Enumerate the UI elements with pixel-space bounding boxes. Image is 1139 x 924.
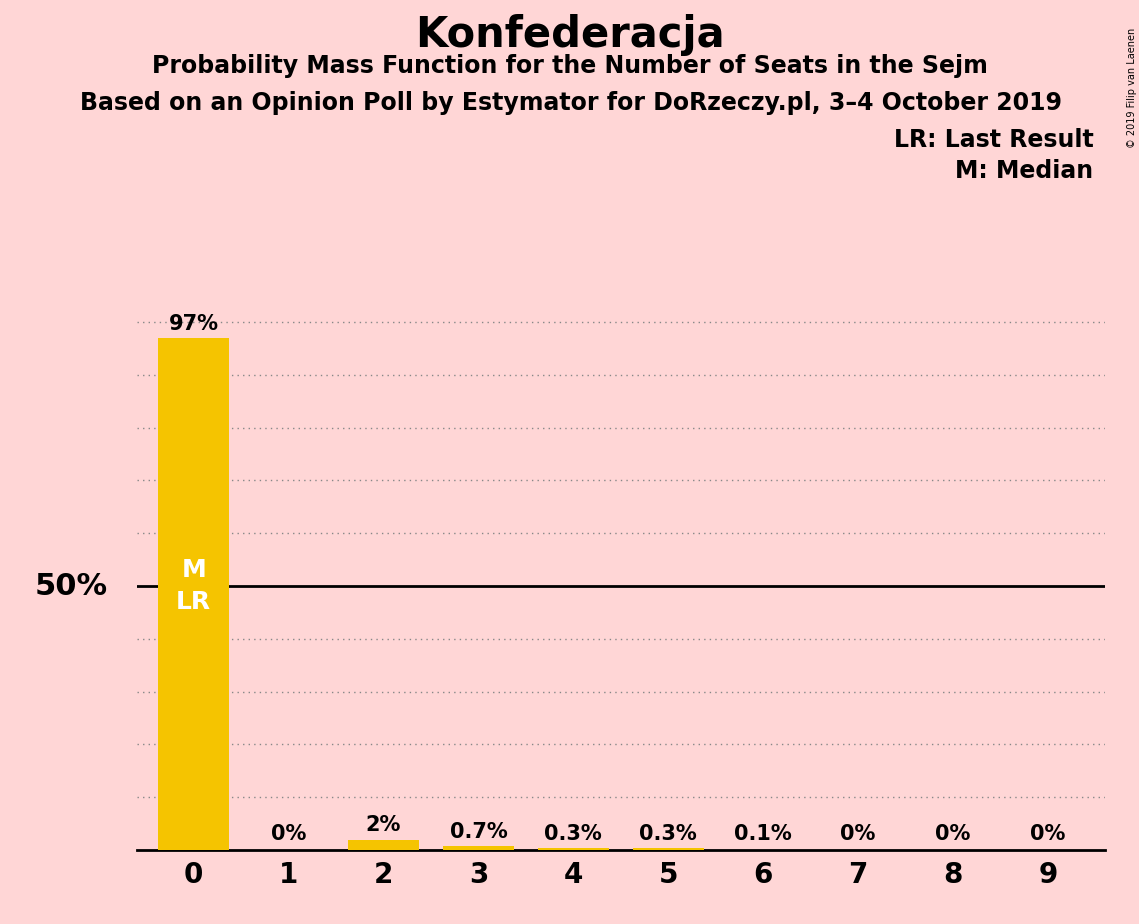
Text: M
LR: M LR [177,558,211,614]
Text: 0.7%: 0.7% [450,822,507,842]
Text: 0%: 0% [935,823,970,844]
Bar [632,848,704,850]
Text: Konfederacja: Konfederacja [415,14,724,55]
Bar [158,338,229,850]
Text: 0.3%: 0.3% [544,823,603,844]
Text: 0%: 0% [1030,823,1066,844]
Bar [347,840,419,850]
Bar [443,846,514,850]
Text: © 2019 Filip van Laenen: © 2019 Filip van Laenen [1126,28,1137,148]
Text: 97%: 97% [169,313,219,334]
Text: 0.1%: 0.1% [735,823,792,844]
Text: 0%: 0% [271,823,306,844]
Text: Probability Mass Function for the Number of Seats in the Sejm: Probability Mass Function for the Number… [151,54,988,78]
Text: M: Median: M: Median [956,159,1093,183]
Text: 0%: 0% [841,823,876,844]
Text: LR: Last Result: LR: Last Result [894,128,1093,152]
Bar [538,848,609,850]
Text: 2%: 2% [366,815,401,835]
Text: Based on an Opinion Poll by Estymator for DoRzeczy.pl, 3–4 October 2019: Based on an Opinion Poll by Estymator fo… [80,91,1062,115]
Text: 50%: 50% [34,572,107,601]
Text: 0.3%: 0.3% [639,823,697,844]
